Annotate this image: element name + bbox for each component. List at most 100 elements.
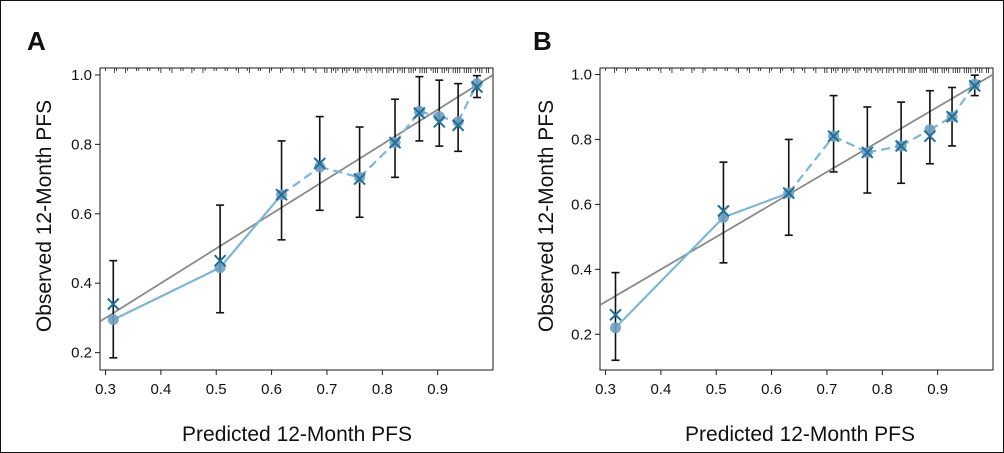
panel-a-x-tick-label: 0.9 <box>427 381 448 398</box>
panel-a-corrected-marker-stroke <box>413 106 426 120</box>
panel-b-identity-line <box>600 73 993 306</box>
panel-a-x-tick-label: 0.6 <box>261 381 282 398</box>
panel-a-corrected-marker-stroke <box>470 80 484 94</box>
panel-b-corrected-marker-stroke <box>782 186 795 200</box>
panel-a-corrected-marker <box>213 254 227 267</box>
panel-a-observed-point <box>354 171 366 183</box>
panel-b-ticks: 0.3 0.4 0.5 0.6 0.7 0.8 0.9 0.2 0.4 0.6 0.8 1.0 <box>571 66 948 398</box>
panel-a-corrected-marker <box>451 119 465 132</box>
panel-a-calibration-segment <box>358 141 396 179</box>
panel-a-calibration-segment <box>280 166 321 196</box>
panel-b-corrected-marker-stroke <box>861 146 874 159</box>
panel-a-calibration-segment <box>112 266 221 321</box>
panel-a-error-bar <box>109 259 118 359</box>
panel-b-x-tick-label: 0.5 <box>706 381 727 398</box>
panel-b-corrected-marker <box>894 139 908 153</box>
panel-a-y-axis-label: Observed 12-Month PFS <box>33 100 56 332</box>
panel-a-corrected-marker <box>353 172 366 186</box>
panel-a-corrected-marker <box>313 157 326 170</box>
panel-b-corrected-marker-stroke <box>827 129 840 143</box>
panel-a-corrected-marker <box>107 297 120 311</box>
panel-a-corrected-marker <box>275 188 288 201</box>
panel-b-corrected-marker <box>782 186 795 200</box>
panel-b-marks <box>600 68 993 362</box>
panel-a-observed-point <box>314 161 326 173</box>
panel-b-corrected-marker-stroke <box>894 139 908 153</box>
panel-a-corrected-marker <box>413 106 426 120</box>
panel-a-observed-point <box>452 116 464 128</box>
panel-b-plot-area <box>599 67 994 371</box>
panel-b-corrected-marker <box>609 308 622 322</box>
panel-b-calibration-segment <box>723 191 790 219</box>
panel-b-corrected-marker <box>968 79 981 93</box>
panel-b-corrected-marker <box>923 129 937 143</box>
panel-a-x-axis-label: Predicted 12-Month PFS <box>182 423 412 446</box>
panel-a-plot-area <box>99 67 494 371</box>
panel-b-letter: B <box>533 26 552 56</box>
panel-b-y-axis-label: Observed 12-Month PFS <box>535 100 558 332</box>
panel-b-calibration-segment <box>614 216 725 329</box>
panel-b: B Observed 12-Month PFS Predicted 12-Mon… <box>533 26 994 446</box>
panel-a-error-bar <box>216 204 225 314</box>
panel-a-corrected-marker-stroke <box>353 172 366 186</box>
panel-b-corrected-marker <box>861 146 874 159</box>
panel-b-corrected-marker-stroke <box>609 308 622 322</box>
panel-a-observed-point <box>413 105 425 117</box>
panel-a-y-tick-label: 1.0 <box>71 67 92 84</box>
panel-a-x-tick-label: 0.5 <box>206 381 227 398</box>
panel-b-corrected-marker <box>827 129 840 143</box>
panel-b-rug <box>605 68 989 73</box>
panel-b-x-tick-label: 0.7 <box>817 381 838 398</box>
panel-a-corrected-marker-stroke <box>213 254 227 267</box>
panel-b-calibration-segment <box>900 128 931 147</box>
panel-a-y-tick-label: 0.4 <box>71 275 92 292</box>
panel-b-x-tick-label: 0.4 <box>650 381 671 398</box>
panel-a-identity-line <box>100 74 493 323</box>
panel-a-y-tick-label: 0.6 <box>71 206 92 223</box>
panel-b-y-tick-label: 0.4 <box>571 261 592 278</box>
panel-b-corrected-marker-stroke <box>717 204 730 218</box>
panel-a-x-tick-label: 0.7 <box>317 381 338 398</box>
panel-b-x-tick-label: 0.9 <box>927 381 948 398</box>
panel-a-calibration-segment <box>319 165 360 179</box>
panel-a-corrected-marker <box>433 115 446 129</box>
panel-a-corrected-marker-stroke <box>107 297 120 311</box>
panel-b-observed-point <box>609 322 621 334</box>
panel-b-corrected-marker-stroke <box>945 110 959 123</box>
panel-b-x-tick-label: 0.3 <box>595 381 616 398</box>
panel-a-corrected-marker-stroke <box>433 115 446 129</box>
panel-b-y-tick-label: 0.6 <box>571 196 592 213</box>
panel-a-corrected-marker <box>388 136 402 149</box>
panel-b-calibration-segment <box>833 135 868 154</box>
panel-b-x-axis-label: Predicted 12-Month PFS <box>685 423 915 446</box>
panel-a-x-tick-label: 0.4 <box>150 381 171 398</box>
panel-b-observed-point <box>969 78 981 90</box>
panel-b-calibration-segment <box>787 135 835 194</box>
panel-a-observed-point <box>107 314 119 326</box>
panel-b-corrected-marker <box>717 204 730 218</box>
panel-b-y-tick-label: 1.0 <box>571 66 592 83</box>
panel-a-rug <box>105 68 489 73</box>
panel-b-x-tick-label: 0.6 <box>761 381 782 398</box>
panel-a-y-tick-label: 0.8 <box>71 136 92 153</box>
panel-a-observed-point <box>471 78 483 90</box>
panel-b-corrected-marker-stroke <box>968 79 981 93</box>
panel-b-corrected-marker <box>945 110 959 123</box>
panel-b-x-tick-label: 0.8 <box>872 381 893 398</box>
panel-b-y-tick-label: 0.2 <box>571 326 592 343</box>
panel-a-corrected-marker-stroke <box>275 188 288 201</box>
panel-a-y-tick-label: 0.2 <box>71 345 92 362</box>
panel-a-x-tick-label: 0.3 <box>95 381 116 398</box>
panel-a-marks <box>100 68 493 359</box>
panel-b-corrected-marker-stroke <box>923 129 937 143</box>
panel-b-y-tick-label: 0.8 <box>571 131 592 148</box>
panel-a: A Observed 12-Month PFS Predicted 12-Mon… <box>27 26 494 446</box>
panel-a-ticks: 0.3 0.4 0.5 0.6 0.7 0.8 0.9 0.2 0.4 0.6 0.8 1.0 <box>71 67 448 398</box>
panel-b-calibration-segment <box>867 144 902 154</box>
panel-a-calibration-segment <box>219 193 283 269</box>
panel-b-error-bar <box>784 138 793 237</box>
panel-a-letter: A <box>27 26 46 56</box>
panel-a-corrected-marker-stroke <box>313 157 326 170</box>
